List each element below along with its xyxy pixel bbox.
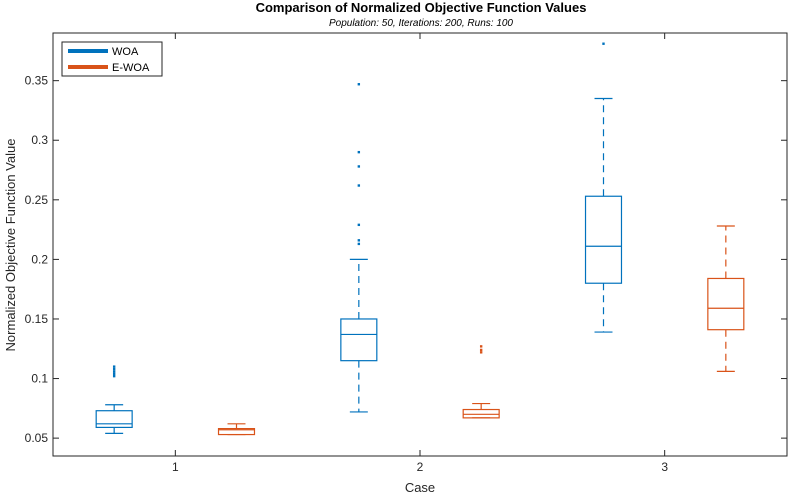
legend-label: E-WOA [112, 62, 150, 74]
chart-subtitle: Population: 50, Iterations: 200, Runs: 1… [329, 18, 513, 29]
outlier-point [602, 42, 605, 45]
legend-label: WOA [112, 46, 139, 58]
box-woa-case-1 [95, 365, 133, 434]
x-axis-label: Case [405, 480, 435, 495]
axes-box [52, 32, 788, 457]
box-iqr [340, 318, 378, 362]
box-woa-case-3 [584, 42, 623, 333]
outlier-point [357, 239, 361, 242]
outlier-point [357, 223, 361, 227]
y-axis: 0.05 0.1 0.15 0.2 0.25 0.3 0.35 [25, 74, 787, 445]
x-axis: 1 2 3 [172, 33, 668, 474]
outlier-point [479, 351, 483, 354]
y-tick-label: 0.3 [31, 133, 48, 147]
box-e-woa-case-2 [462, 345, 500, 419]
outlier-point [112, 367, 116, 371]
legend: WOA E-WOA [61, 41, 163, 77]
box-woa-case-2 [340, 83, 378, 413]
y-axis-label: Normalized Objective Function Value [3, 139, 18, 352]
outlier-point [357, 242, 361, 246]
box-e-woa-case-1 [217, 423, 256, 436]
plot-area [95, 42, 745, 436]
y-tick-label: 0.25 [25, 193, 49, 207]
box-iqr [95, 410, 133, 429]
outlier-point [357, 150, 361, 154]
outlier-point [112, 370, 116, 373]
outlier-point [479, 348, 483, 352]
x-tick-label: 2 [417, 460, 424, 474]
outlier-point [112, 372, 116, 375]
legend-box [61, 41, 163, 77]
y-tick-label: 0.1 [31, 372, 48, 386]
outlier-point [112, 374, 116, 378]
y-tick-label: 0.2 [31, 252, 48, 266]
y-tick-label: 0.35 [25, 74, 49, 88]
outlier-point [357, 165, 361, 168]
y-tick-label: 0.05 [25, 431, 49, 445]
box-iqr [217, 427, 256, 436]
y-tick-label: 0.15 [25, 312, 49, 326]
x-tick-label: 3 [661, 460, 668, 474]
outlier-point [479, 345, 483, 348]
outlier-point [112, 365, 116, 368]
outlier-point [357, 184, 361, 187]
box-e-woa-case-3 [707, 225, 745, 372]
chart-title: Comparison of Normalized Objective Funct… [256, 0, 587, 15]
box-iqr [584, 195, 623, 284]
outlier-point [357, 83, 361, 86]
box-iqr [707, 277, 745, 331]
x-tick-label: 1 [172, 460, 179, 474]
